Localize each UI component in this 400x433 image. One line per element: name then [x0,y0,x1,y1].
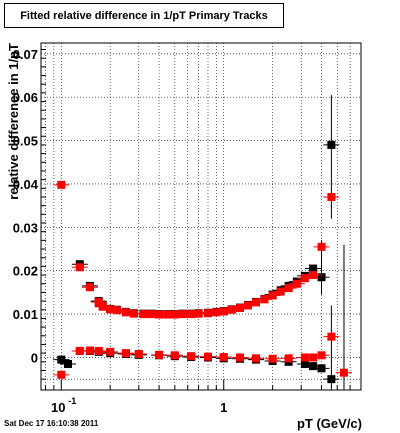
tick-labels: 0 0.01 0.02 0.03 0.04 0.05 0.06 0.07 10 -1 1 [13,47,228,415]
data-point [94,297,103,306]
grid-lines [41,43,362,390]
data-point [300,359,309,368]
axis-ticks [41,49,362,390]
data-point [317,364,326,373]
data-point [317,273,326,282]
data-point [284,284,293,293]
y-tick-label: 0.03 [13,220,38,235]
data-point [243,301,252,310]
error-bars [321,95,345,390]
data-point [139,310,148,319]
data-point [57,370,66,379]
chart-title: Fitted relative difference in 1/pT Prima… [4,3,284,28]
timestamp: Sat Dec 17 16:10:38 2011 [4,419,99,428]
data-point [268,291,277,300]
data-point [309,353,318,362]
data-point [203,352,212,361]
x-tick-label: 1 [220,400,227,415]
data-point [309,271,318,280]
data-point [317,242,326,251]
y-tick-label: 0.04 [13,177,39,192]
data-points [53,140,352,384]
data-point [106,347,115,356]
data-point [236,304,245,313]
data-point [129,309,138,318]
x-tick-label-exponent: -1 [68,396,76,406]
data-point [121,349,130,358]
data-point [85,283,94,292]
y-tick-label: 0.07 [13,47,38,62]
data-point [292,279,301,288]
data-point [300,274,309,283]
data-point [300,353,309,362]
data-point [276,287,285,296]
data-point [155,310,164,319]
y-axis-label: relative difference in 1/pT [6,43,21,200]
data-point [203,309,212,318]
data-point [327,332,336,341]
data-point [327,140,336,149]
data-point [212,308,221,317]
data-point [251,354,260,363]
plot-frame [40,42,362,391]
data-point [339,368,348,377]
data-point [121,308,130,317]
data-point [75,346,84,355]
data-point [106,305,115,314]
data-point [57,180,66,189]
data-point [155,350,164,359]
data-point [317,351,326,360]
data-point [327,375,336,384]
data-point [327,192,336,201]
data-point [94,346,103,355]
data-point [227,305,236,314]
y-tick-label: 0.05 [13,134,38,149]
data-point [309,362,318,371]
y-tick-label: 0.06 [13,90,38,105]
y-tick-label: 0.01 [13,307,38,322]
data-point [219,353,228,362]
data-point [64,359,73,368]
data-point [284,354,293,363]
data-point [219,307,228,316]
data-point [134,349,143,358]
x-tick-label: 10 [51,400,65,415]
x-axis-label: pT (GeV/c) [297,416,362,431]
data-point [85,346,94,355]
data-point [251,298,260,307]
data-point [178,310,187,319]
data-point [98,302,107,311]
y-tick-label: 0.02 [13,264,38,279]
data-point [57,355,66,364]
data-point [309,264,318,273]
data-point [187,352,196,361]
data-point [268,354,277,363]
y-tick-label: 0 [31,350,38,365]
data-point [75,263,84,272]
data-point [260,295,269,304]
data-point [170,351,179,360]
data-point [194,309,203,318]
data-point [112,306,121,315]
data-point [236,353,245,362]
